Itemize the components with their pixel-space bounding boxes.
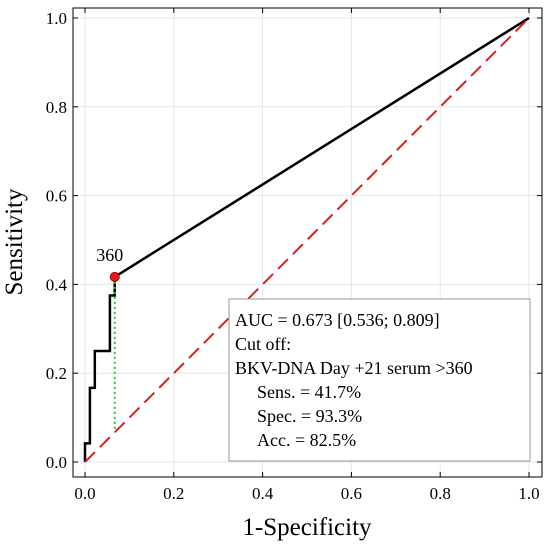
y-tick-label: 0.0 — [46, 453, 67, 472]
x-tick-label: 1.0 — [518, 484, 539, 503]
grid — [73, 8, 542, 477]
x-tick-label: 0.0 — [74, 484, 95, 503]
annotation-accuracy: Acc. = 82.5% — [257, 430, 356, 450]
plot-frame — [72, 7, 543, 478]
axis-ticks: 0.0 0.2 0.4 0.6 0.8 1.0 0.0 0.2 0.4 0.6 0.8 1.0 — [46, 8, 542, 503]
cutoff-markers: 360 — [96, 245, 123, 433]
x-tick-label: 0.2 — [163, 484, 184, 503]
y-tick-label: 0.2 — [46, 364, 67, 383]
annotation-specificity: Spec. = 93.3% — [257, 406, 362, 426]
x-tick-label: 0.4 — [252, 484, 274, 503]
roc-curve — [83, 16, 530, 462]
x-axis-label: 1-Specificity — [242, 514, 372, 541]
y-tick-label: 0.6 — [46, 187, 67, 206]
annotation-cutoff-heading: Cut off: — [235, 334, 291, 354]
cutoff-point — [109, 271, 120, 282]
cutoff-label: 360 — [96, 245, 123, 265]
y-tick-label: 0.4 — [46, 275, 68, 294]
annotation-cutoff-value: BKV-DNA Day +21 serum >360 — [235, 358, 473, 378]
x-tick-label: 0.6 — [341, 484, 362, 503]
annotation-box: AUC = 0.673 [0.536; 0.809] Cut off: BKV-… — [228, 298, 531, 462]
y-tick-label: 1.0 — [46, 9, 67, 28]
annotation-box-frame — [228, 298, 531, 462]
y-tick-label: 0.8 — [46, 98, 67, 117]
x-tick-label: 0.8 — [430, 484, 451, 503]
y-axis-label: Sensitivity — [1, 188, 28, 295]
annotation-auc: AUC = 0.673 [0.536; 0.809] — [235, 310, 440, 330]
annotation-sensitivity: Sens. = 41.7% — [257, 382, 361, 402]
series — [83, 16, 530, 463]
